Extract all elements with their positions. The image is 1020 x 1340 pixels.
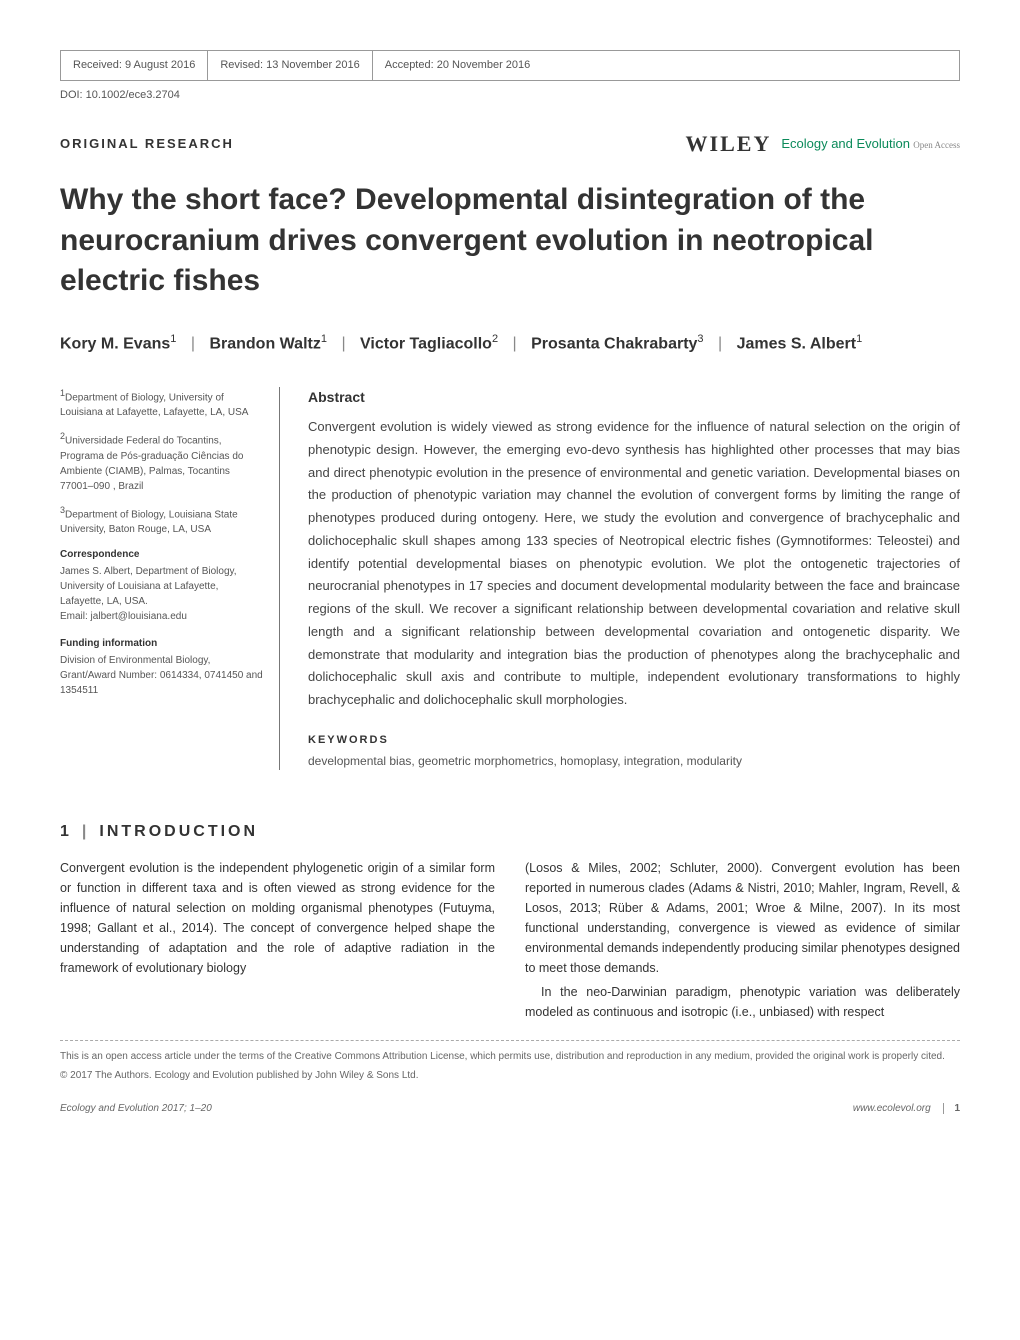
author-separator: | (191, 335, 195, 352)
article-type-row: ORIGINAL RESEARCH WILEY Ecology and Evol… (60, 127, 960, 160)
meta-abstract-row: 1Department of Biology, University of Lo… (60, 387, 960, 770)
author-separator: | (341, 335, 345, 352)
article-title: Why the short face? Developmental disint… (60, 180, 960, 302)
author-name: Victor Tagliacollo (360, 335, 492, 352)
abstract-block: Abstract Convergent evolution is widely … (308, 387, 960, 770)
body-paragraph: In the neo-Darwinian paradigm, phenotypi… (525, 982, 960, 1022)
author-affil-sup: 1 (170, 333, 176, 345)
revised-date: Revised: 13 November 2016 (208, 51, 372, 80)
author-name: Prosanta Chakrabarty (531, 335, 697, 352)
correspondence-heading: Correspondence (60, 547, 265, 562)
correspondence-text: James S. Albert, Department of Biology, … (60, 564, 265, 609)
author-separator: | (718, 335, 722, 352)
footer-right: www.ecolevol.org 1 (853, 1101, 960, 1116)
abstract-text: Convergent evolution is widely viewed as… (308, 416, 960, 712)
section-bar: | (82, 823, 89, 840)
brand-block: WILEY Ecology and Evolution Open Access (686, 127, 960, 160)
footer-citation: Ecology and Evolution 2017; 1–20 (60, 1101, 212, 1116)
license-text: This is an open access article under the… (60, 1049, 960, 1064)
section-title: INTRODUCTION (99, 823, 258, 840)
body-column-left: Convergent evolution is the independent … (60, 858, 495, 1022)
correspondence-email: Email: jalbert@louisiana.edu (60, 609, 265, 624)
abstract-heading: Abstract (308, 387, 960, 408)
funding-text: Division of Environmental Biology, Grant… (60, 653, 265, 698)
page-container: Received: 9 August 2016 Revised: 13 Nove… (0, 0, 1020, 1156)
affiliation-item: 3Department of Biology, Louisiana State … (60, 504, 265, 537)
history-bar: Received: 9 August 2016 Revised: 13 Nove… (60, 50, 960, 81)
open-access-badge: Open Access (913, 140, 960, 150)
author-affil-sup: 1 (856, 333, 862, 345)
author-list: Kory M. Evans1 | Brandon Waltz1 | Victor… (60, 330, 960, 358)
author-name: Kory M. Evans (60, 335, 170, 352)
author-affil-sup: 1 (321, 333, 327, 345)
accepted-date: Accepted: 20 November 2016 (373, 51, 543, 80)
journal-name: Ecology and Evolution (781, 136, 910, 151)
doi-text: DOI: 10.1002/ece3.2704 (60, 87, 960, 104)
author-affil-sup: 2 (492, 333, 498, 345)
funding-heading: Funding information (60, 636, 265, 651)
keywords-heading: KEYWORDS (308, 732, 960, 749)
author-name: Brandon Waltz (209, 335, 320, 352)
affiliation-item: 2Universidade Federal do Tocantins, Prog… (60, 430, 265, 493)
section-heading: 1 | INTRODUCTION (60, 820, 960, 844)
license-divider: This is an open access article under the… (60, 1040, 960, 1083)
received-date: Received: 9 August 2016 (61, 51, 208, 80)
affiliation-sidebar: 1Department of Biology, University of Lo… (60, 387, 280, 770)
body-paragraph: (Losos & Miles, 2002; Schluter, 2000). C… (525, 858, 960, 978)
body-columns: Convergent evolution is the independent … (60, 858, 960, 1022)
body-column-right: (Losos & Miles, 2002; Schluter, 2000). C… (525, 858, 960, 1022)
section-number: 1 (60, 823, 72, 840)
author-affil-sup: 3 (697, 333, 703, 345)
author-separator: | (513, 335, 517, 352)
article-type-label: ORIGINAL RESEARCH (60, 134, 234, 154)
author-name: James S. Albert (737, 335, 856, 352)
footer-link: www.ecolevol.org (853, 1103, 931, 1114)
affiliation-item: 1Department of Biology, University of Lo… (60, 387, 265, 420)
keywords-text: developmental bias, geometric morphometr… (308, 752, 960, 770)
wiley-logo: WILEY (686, 127, 772, 160)
page-footer: Ecology and Evolution 2017; 1–20 www.eco… (60, 1101, 960, 1116)
page-number: 1 (943, 1103, 960, 1114)
copyright-text: © 2017 The Authors. Ecology and Evolutio… (60, 1068, 960, 1083)
body-paragraph: Convergent evolution is the independent … (60, 858, 495, 978)
